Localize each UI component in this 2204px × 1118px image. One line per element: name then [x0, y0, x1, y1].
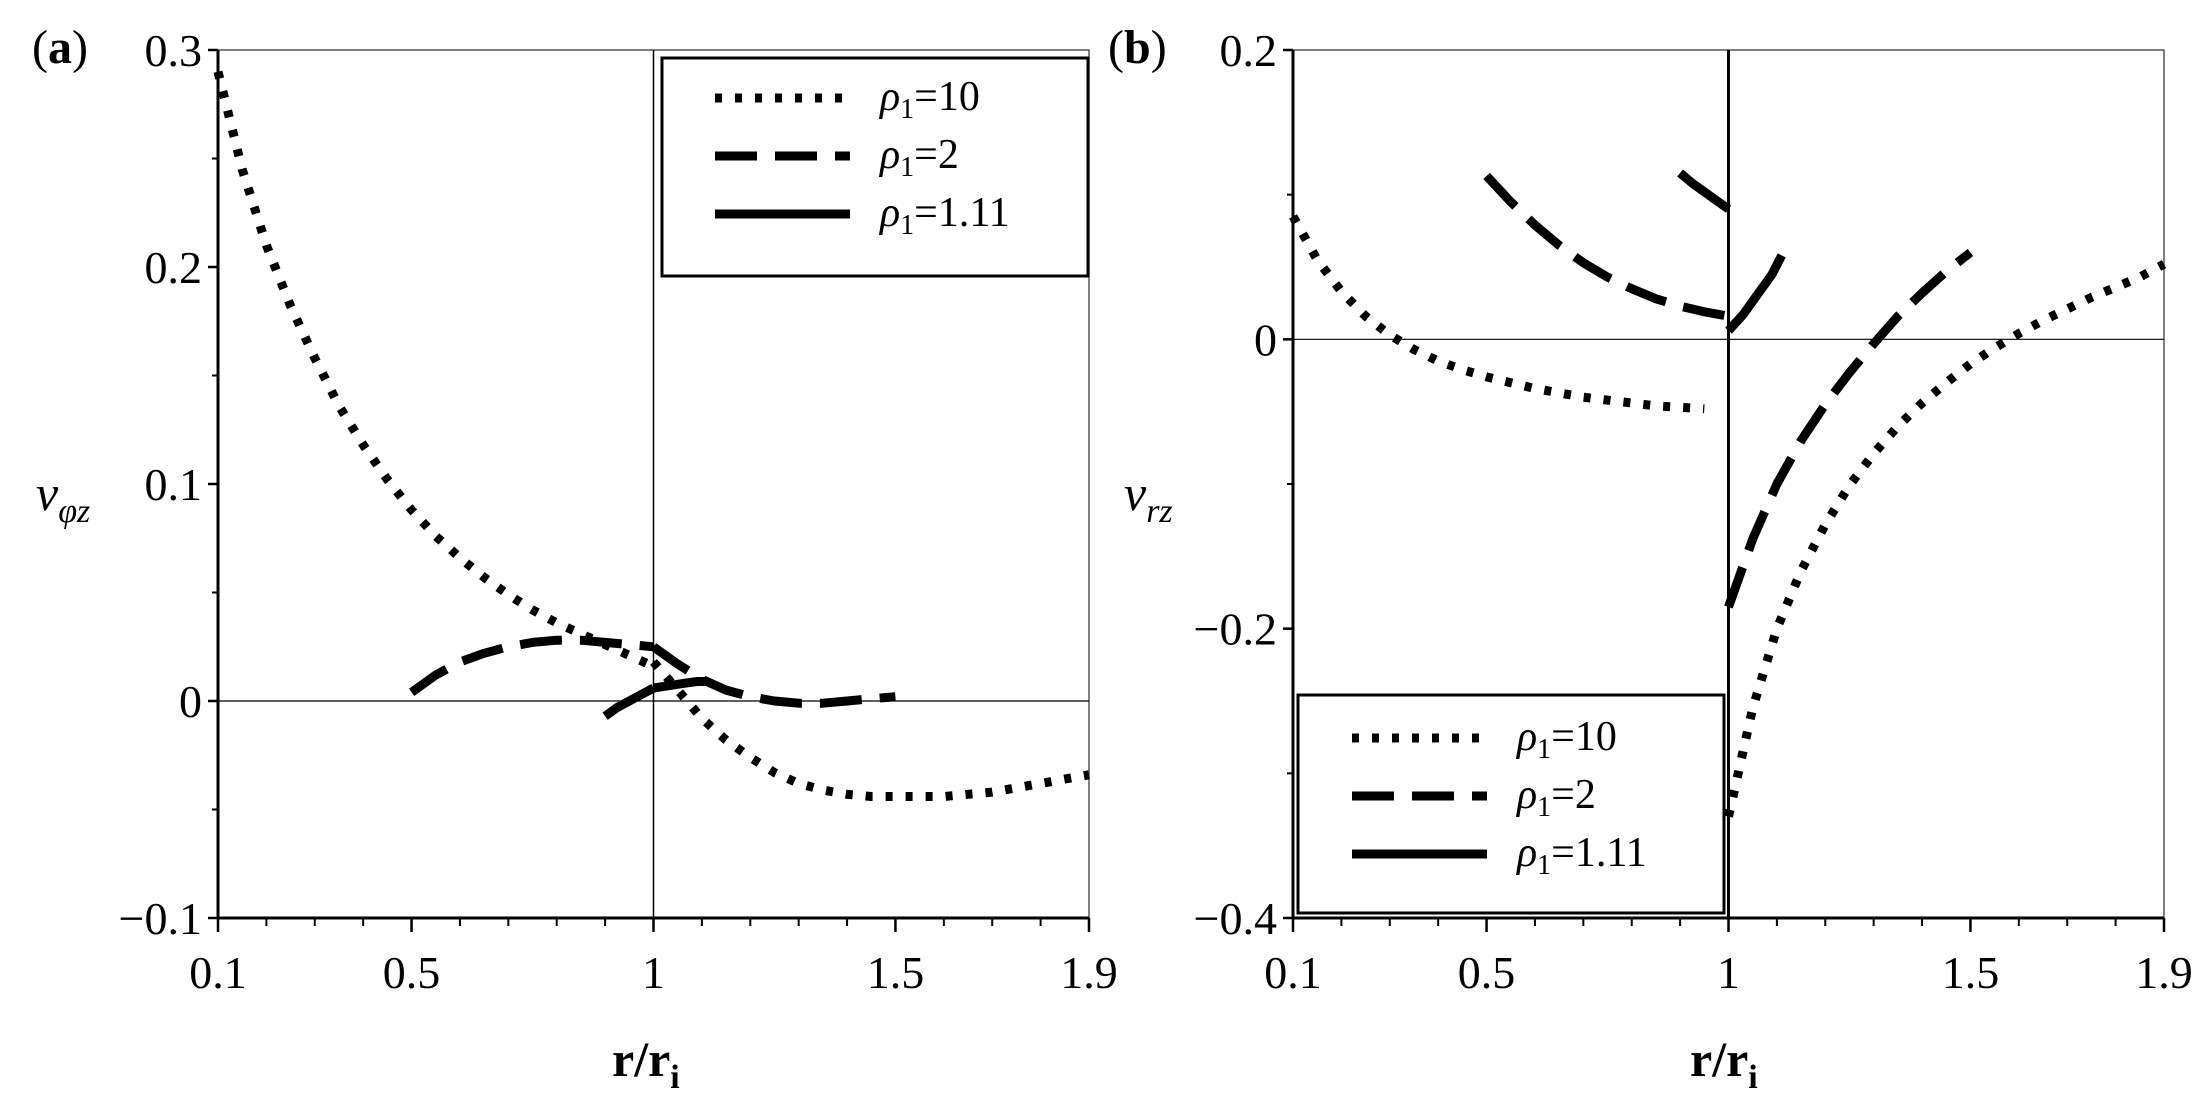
x-axis-label-main: r/r — [612, 1031, 670, 1087]
legend-box — [1296, 693, 1726, 915]
y-tick-label: 0.1 — [145, 459, 203, 510]
y-tick-label: −0.2 — [1194, 604, 1277, 655]
series-line — [213, 70, 656, 671]
series-group — [1289, 169, 2167, 818]
y-tick-label: 0.3 — [145, 25, 203, 76]
series-line — [1725, 253, 1786, 334]
series-line — [1677, 169, 1732, 213]
x-tick-label: 1 — [1717, 947, 1740, 998]
svg-text:vφz: vφz — [36, 465, 90, 530]
legend-a: ρ1=10 ρ1=2 ρ1=1.11 — [660, 56, 1090, 278]
series-line — [408, 635, 654, 696]
series-line — [650, 643, 896, 708]
series-group — [213, 70, 1090, 801]
x-axis-label-main: r/r — [1690, 1031, 1748, 1087]
panel-a: −0.1 0 0.1 0.2 0.3 0.1 0.5 1 1.5 1.9 (a) vφz r/ri… — [32, 21, 1118, 1096]
y-axis-label-sub: rz — [1146, 493, 1172, 530]
series-line — [1483, 172, 1730, 321]
x-tick-label: 1.5 — [867, 947, 925, 998]
legend-label: ρ1=2 — [878, 132, 959, 183]
x-tick-label: 1.9 — [1060, 947, 1118, 998]
series-line — [1724, 260, 2167, 818]
series-line — [1289, 214, 1705, 414]
plot-area: −0.1 0 0.1 0.2 0.3 0.1 0.5 1 1.5 1.9 — [119, 25, 1118, 998]
y-axis-label-b: vrz — [1124, 465, 1173, 530]
x-tick-label: 1 — [642, 947, 665, 998]
legend-label: ρ1=2 — [1515, 772, 1596, 823]
y-tick-label: 0 — [1254, 314, 1277, 365]
x-axis-label-sub: i — [670, 1059, 679, 1096]
legend-box — [660, 56, 1090, 278]
panel-b: −0.4 −0.2 0 0.2 0.1 0.5 1 1.5 1.9 (b) vrz r/ri ρ… — [1108, 21, 2193, 1096]
x-tick-label: 0.5 — [383, 947, 441, 998]
legend-label: ρ1=10 — [878, 74, 980, 125]
panel-label-a: (a) — [32, 21, 88, 74]
series-line — [1724, 248, 1974, 609]
legend-label: ρ1=10 — [1515, 714, 1617, 765]
y-tick-label: −0.1 — [119, 893, 202, 944]
x-axis-label-a: r/ri — [612, 1031, 680, 1096]
x-axis-label-sub: i — [1748, 1059, 1757, 1096]
y-tick-label: 0.2 — [145, 242, 203, 293]
y-axis-label-sub: φz — [58, 493, 90, 530]
x-axis-label-b: r/ri — [1690, 1031, 1758, 1096]
x-tick-label: 0.1 — [189, 947, 247, 998]
x-tick-label: 0.1 — [1264, 947, 1322, 998]
plot-area: −0.4 −0.2 0 0.2 0.1 0.5 1 1.5 1.9 — [1194, 25, 2193, 998]
series-line — [650, 658, 1090, 801]
y-axis-label-main: v — [1124, 465, 1147, 521]
x-tick-label: 0.5 — [1458, 947, 1516, 998]
svg-text:r/ri: r/ri — [612, 1031, 680, 1096]
panel-label-b: (b) — [1108, 21, 1167, 74]
x-tick-label: 1.9 — [2135, 947, 2193, 998]
y-tick-label: −0.4 — [1194, 893, 1277, 944]
legend-label: ρ1=1.11 — [878, 190, 1010, 241]
y-tick-label: 0 — [179, 676, 202, 727]
y-axis-label-a: vφz — [36, 465, 90, 530]
x-tick-label: 1.5 — [1942, 947, 2000, 998]
svg-text:r/ri: r/ri — [1690, 1031, 1758, 1096]
y-tick-label: 0.2 — [1220, 25, 1278, 76]
y-axis-label-main: v — [36, 465, 59, 521]
series-line — [602, 684, 656, 720]
series-line — [652, 677, 707, 693]
legend-label: ρ1=1.11 — [1515, 830, 1647, 881]
legend-b: ρ1=10 ρ1=2 ρ1=1.11 — [1296, 693, 1726, 915]
svg-text:vrz: vrz — [1124, 465, 1173, 530]
